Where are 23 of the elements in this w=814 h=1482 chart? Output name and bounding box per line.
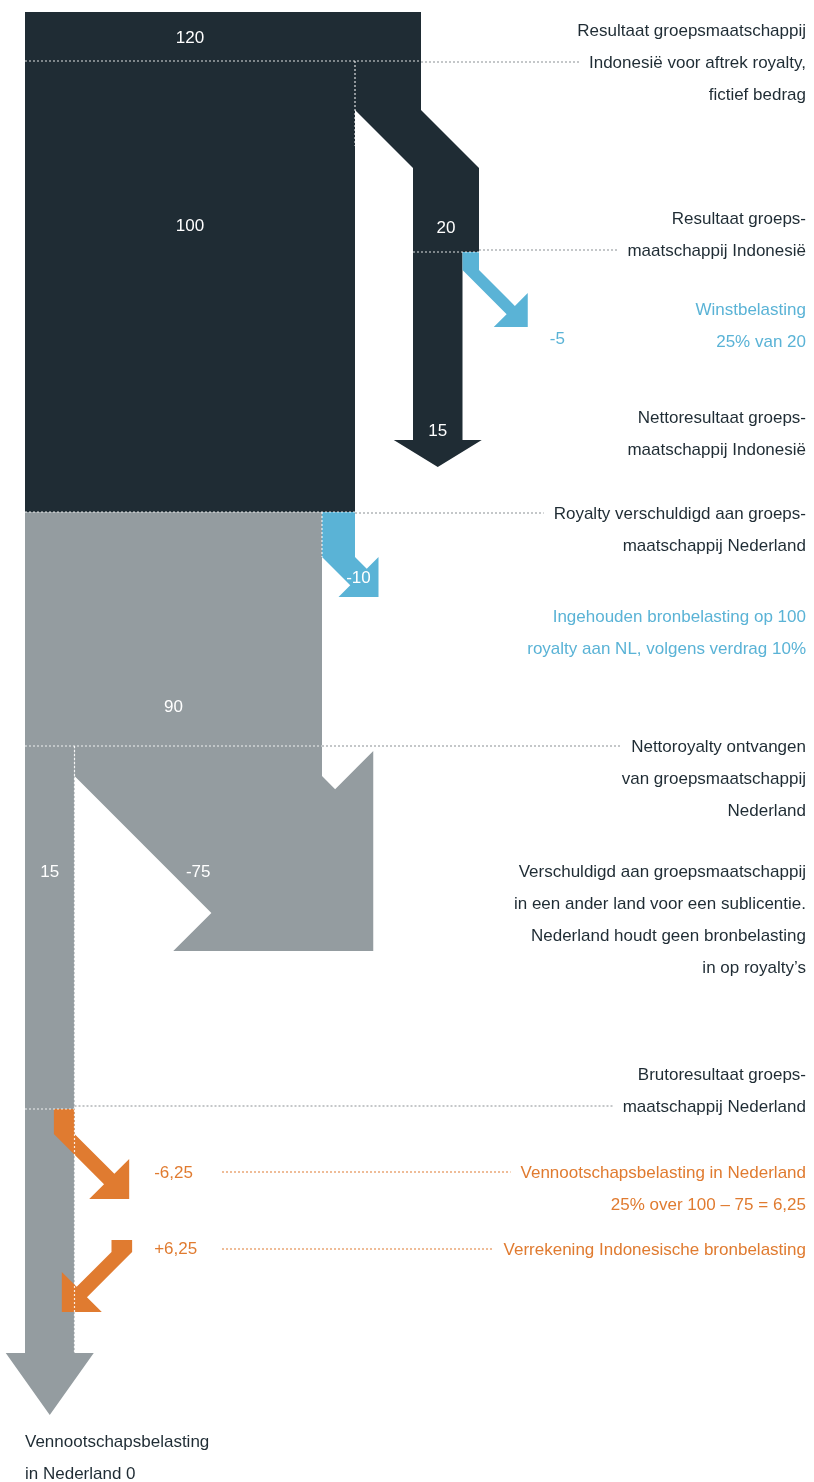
data-label: 90 — [164, 696, 183, 716]
text: Verrekening Indonesische bronbelasting — [503, 1239, 806, 1259]
data-label: 15 — [40, 861, 60, 881]
text: Nettoresultaat groeps- maatschappij Indonesië — [627, 407, 806, 459]
text: Resultaat groepsmaatschappij Indonesië voor aftrek royalty, fictief bedrag — [577, 20, 806, 104]
data-label: 100 — [175, 215, 205, 235]
text: Vennootschapsbelasting in Nederland 0 — [25, 1431, 210, 1482]
data-label: -75 — [185, 861, 211, 881]
text: Ingehouden bronbelasting op 100 royalty aan NL, volgens verdrag 10% — [527, 606, 806, 658]
data-label: 120 — [175, 27, 205, 47]
text: Brutoresultaat groeps- maatschappij Nederland — [622, 1064, 806, 1116]
text: Resultaat groeps- maatschappij Indonesië — [627, 208, 806, 260]
text: Vennootschapsbelasting in Nederland 25% over 100 – 75 = 6,25 — [520, 1162, 806, 1214]
data-label: 20 — [436, 217, 456, 237]
text: Verschuldigd aan groepsmaatschappij in een ander land voor een sublicentie. Nederland houdt geen bronbelasting in op royalty’s — [513, 861, 806, 977]
data-label: 15 — [428, 420, 448, 440]
text: Winstbelasting 25% van 20 — [695, 299, 806, 351]
data-label: -10 — [346, 567, 371, 587]
data-label: +6,25 — [154, 1238, 198, 1258]
data-label: -5 — [549, 328, 565, 348]
data-label: -6,25 — [154, 1162, 193, 1182]
text: Nettoroyalty ontvangen van groepsmaatschappij Nederland — [621, 736, 806, 820]
text: Royalty verschuldigd aan groeps- maatschappij Nederland — [553, 503, 806, 555]
